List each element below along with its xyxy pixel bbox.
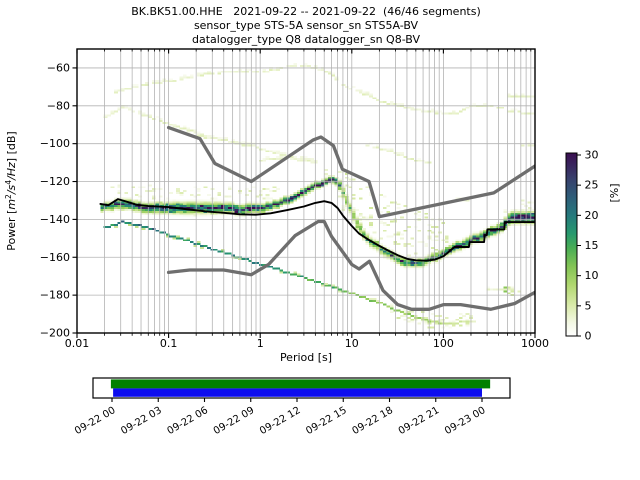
ylabel-text: Power [ (5, 210, 18, 251)
coverage-data-bar-green (110, 379, 491, 389)
coverage-date-label: 09-22 15 (304, 405, 348, 437)
colorbar-gradient-bar (566, 153, 577, 336)
colorbar-tick-label: 15 (585, 239, 599, 252)
coverage-date-label: 09-22 06 (166, 405, 210, 437)
y-tick-label: −120 (40, 175, 70, 188)
x-tick-label: 0.01 (65, 337, 90, 350)
y-tick-label: −100 (40, 137, 70, 150)
svg-text:Power [m2/s4/Hz] [dB]: Power [m2/s4/Hz] [dB] (4, 131, 18, 250)
y-tick-label: −60 (47, 61, 70, 74)
x-tick-label: 0.1 (160, 337, 178, 350)
coverage-date-label: 09-22 21 (397, 405, 441, 437)
colorbar-tick-label: 5 (585, 299, 592, 312)
coverage-layer: 09-22 00 09-22 03 09-22 06 09-22 09 09-22 12… (73, 377, 511, 437)
title-block: BK.BK51.00.HHE 2021-09-22 -- 2021-09-22 … (131, 5, 481, 46)
coverage-date-label: 09-22 03 (119, 405, 163, 437)
colorbar-frame (565, 152, 578, 337)
axes-layer: 0.01 0.1 1 10 100 1000 −60 −80 −100 −120 −140 −160 −… (40, 48, 549, 350)
coverage-date-label: 09-22 12 (258, 405, 302, 437)
title-line-1: BK.BK51.00.HHE 2021-09-22 -- 2021-09-22 … (131, 5, 481, 18)
coverage-date-label: 09-23 00 (443, 405, 487, 437)
colorbar-tick-label: 20 (585, 209, 599, 222)
coverage-date-label: 09-22 00 (73, 405, 117, 437)
y-tick-label: −180 (40, 289, 70, 302)
title-line-2: sensor_type STS-5A sensor_sn STS5A-BV (194, 19, 419, 32)
coverage-data-bar-blue (113, 388, 483, 397)
noise-model-curves-layer (166, 125, 535, 311)
title-line-3: datalogger_type Q8 datalogger_sn Q8-BV (192, 33, 420, 46)
x-tick-label: 10 (345, 337, 359, 350)
colorbar-tick-label: 10 (585, 269, 599, 282)
coverage-date-label: 09-22 09 (212, 405, 256, 437)
colorbar-tick-label: 0 (585, 330, 592, 343)
x-axis-label: Period [s] (280, 351, 332, 364)
y-tick-label: −140 (40, 213, 70, 226)
colorbar-ticks: 0 5 10 15 20 25 30 (577, 148, 599, 343)
y-axis-label: Power [m2/s4/Hz] [dB] (4, 131, 18, 250)
coverage-date-label: 09-22 18 (351, 405, 395, 437)
xlabel-text: Period [s] (280, 351, 332, 364)
x-tick-label: 1 (257, 337, 264, 350)
y-tick-label: −80 (47, 99, 70, 112)
colorbar-tick-label: 30 (585, 148, 599, 161)
colorbar-tick-label: 25 (585, 179, 599, 192)
colorbar-layer: 0 5 10 15 20 25 30 [%] (565, 148, 621, 343)
colorbar-unit-label: [%] (608, 183, 621, 202)
y-tick-label: −160 (40, 251, 70, 264)
y-tick-label: −200 (40, 327, 70, 340)
x-tick-label: 1000 (521, 337, 549, 350)
x-tick-label: 100 (433, 337, 454, 350)
mode-line-layer (99, 198, 535, 262)
